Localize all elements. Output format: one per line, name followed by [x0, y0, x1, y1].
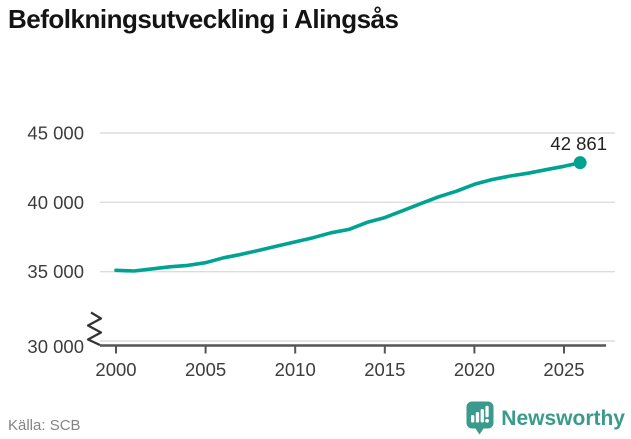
svg-text:2020: 2020 — [454, 359, 495, 380]
svg-text:2015: 2015 — [364, 359, 405, 380]
svg-text:2000: 2000 — [95, 359, 136, 380]
svg-text:2005: 2005 — [185, 359, 226, 380]
newsworthy-logo-icon — [466, 401, 494, 435]
latest-value-label: 42 861 — [550, 133, 607, 154]
gridlines — [100, 132, 615, 342]
svg-text:45 000: 45 000 — [27, 123, 84, 144]
population-series-line — [114, 160, 582, 273]
y-axis-labels: 30 000 35 000 40 000 45 000 — [27, 123, 84, 358]
svg-text:2025: 2025 — [543, 359, 584, 380]
brand-name: Newsworthy — [501, 406, 625, 430]
svg-text:2010: 2010 — [275, 359, 316, 380]
x-axis: 2000 2005 2010 2015 2020 2025 — [95, 344, 606, 380]
axis-break-icon — [86, 311, 103, 346]
newsworthy-brand-link[interactable]: Newsworthy — [466, 401, 625, 436]
latest-point-marker — [573, 156, 587, 170]
source-label: Källa: SCB — [8, 417, 81, 434]
page-title: Befolkningsutveckling i Alingsås — [8, 4, 399, 34]
svg-text:30 000: 30 000 — [27, 336, 84, 357]
svg-text:40 000: 40 000 — [27, 192, 84, 213]
svg-text:35 000: 35 000 — [27, 261, 84, 282]
